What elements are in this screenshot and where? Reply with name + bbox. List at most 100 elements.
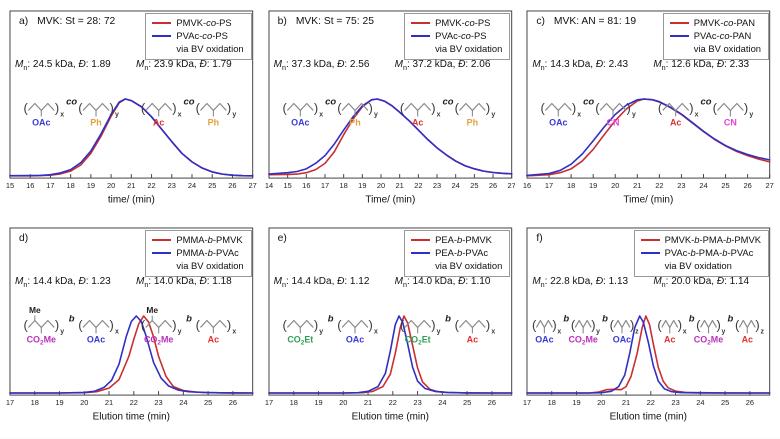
x-tick-label: 20 <box>339 398 347 407</box>
repeat-index: x <box>115 328 119 335</box>
substituent-label: OAc <box>32 117 50 127</box>
open-bracket: ( <box>658 317 663 332</box>
x-tick-label: 14 <box>265 181 273 190</box>
legend-line-blue <box>640 252 660 255</box>
x-tick-label: 24 <box>438 398 446 407</box>
close-bracket: ) <box>172 100 176 115</box>
mn-annotation-left: Mn: 14.4 kDa, Đ: 1.12 <box>273 275 370 289</box>
repeat-index: x <box>60 111 64 118</box>
x-tick-label: 19 <box>358 181 366 190</box>
open-bracket: ( <box>532 317 537 332</box>
open-bracket: ( <box>337 317 342 332</box>
x-tick-label: 19 <box>87 181 95 190</box>
close-bracket: ) <box>431 100 435 115</box>
x-tick-label: 18 <box>548 398 556 407</box>
x-tick-label: 27 <box>249 181 257 190</box>
repeat-index: x <box>578 111 582 118</box>
repeat-index: x <box>232 328 236 335</box>
close-bracket: ) <box>744 100 748 115</box>
repeat-index: x <box>374 328 378 335</box>
legend-label: PEA-b-PMVK <box>435 233 492 245</box>
open-bracket: ( <box>23 317 28 332</box>
substituent-label: Ac <box>412 117 423 127</box>
mn-annotation-left: Mn: 37.3 kDa, Đ: 2.56 <box>273 59 370 72</box>
x-tick-label: 22 <box>647 398 655 407</box>
substituent-label: CN <box>607 117 620 127</box>
close-bracket: ) <box>572 100 576 115</box>
repeat-index: y <box>750 111 754 118</box>
panel-b: 14 15 16 17 18 19 20 21 22 23 24 25 26 27 Time/ (min) (… <box>264 7 516 214</box>
legend-note: via BV oxidation <box>411 260 502 273</box>
open-bracket: ( <box>713 100 718 115</box>
panel-header: c) MVK: AN = 81: 19 <box>536 16 636 27</box>
close-bracket: ) <box>717 317 721 332</box>
x-tick-label: 25 <box>722 181 730 190</box>
legend-note: via BV oxidation <box>152 43 243 56</box>
close-bracket: ) <box>627 100 631 115</box>
block-link-label: b <box>603 313 609 324</box>
legend-entry: PVAc-b-PMA-b-PVAc <box>640 246 761 260</box>
x-tick-label: 17 <box>6 398 14 407</box>
substituent-label: CO2Et <box>287 334 313 346</box>
block-link-label: b <box>445 313 451 324</box>
legend: PMMA-b-PMVK PMMA-b-PVAc via BV oxidation <box>145 229 252 277</box>
close-bracket: ) <box>172 317 176 332</box>
substituent-label: CO2Et <box>404 334 430 346</box>
curve-pvac-co-pan-via-bv-oxidation- <box>526 98 771 177</box>
repeat-index: y <box>596 328 600 335</box>
substituent-label: CO2Me <box>144 334 173 346</box>
x-tick-label: 17 <box>545 181 553 190</box>
legend-line-red <box>411 22 431 25</box>
legend: PMVK-co-PS PVAc-co-PS via BV oxidation <box>404 13 511 60</box>
block-link-label: co <box>701 96 712 107</box>
x-tick-label: 22 <box>147 181 155 190</box>
legend: PMVK-co-PAN PVAc-co-PAN via BV oxidation <box>662 13 769 60</box>
curve-pvac-co-ps-via-bv-oxidation- <box>267 98 513 175</box>
close-bracket: ) <box>110 100 114 115</box>
curve-pvac-b-pma-b-pvac-via-bv-oxidation- <box>526 315 771 394</box>
x-tick-label: 27 <box>766 181 774 190</box>
panel-header: e) <box>278 233 296 244</box>
close-bracket: ) <box>486 317 490 332</box>
legend-note: via BV oxidation <box>152 260 243 273</box>
x-axis-title: Elution time (min) <box>610 411 687 422</box>
close-bracket: ) <box>227 100 231 115</box>
x-tick-label: 21 <box>622 398 630 407</box>
substituent-label: Ac <box>466 334 477 344</box>
legend-line-red <box>640 239 660 242</box>
x-tick-label: 23 <box>413 398 421 407</box>
panel-letter: c) <box>536 16 545 27</box>
x-tick-label: 17 <box>46 181 54 190</box>
panel-c: 16 17 18 19 20 21 22 23 24 25 26 27 Time/ (min)() x OA… <box>523 7 774 214</box>
block-link-label: co <box>442 96 453 107</box>
x-tick-label: 20 <box>107 181 115 190</box>
methyl-label: Me <box>29 305 41 315</box>
block-link-label: b <box>327 313 333 324</box>
open-bracket: ( <box>735 317 740 332</box>
open-bracket: ( <box>78 100 83 115</box>
substituent-label: OAc <box>536 334 554 344</box>
repeat-index: y <box>319 328 323 335</box>
legend-line-blue <box>152 252 172 255</box>
x-tick-label: 23 <box>672 398 680 407</box>
substituent-label: OAc <box>345 334 363 344</box>
x-tick-label: 27 <box>507 181 515 190</box>
repeat-index: x <box>558 328 562 335</box>
x-tick-label: 21 <box>633 181 641 190</box>
legend-label: PVAc-co-PAN <box>693 29 752 41</box>
x-tick-label: 19 <box>55 398 63 407</box>
legend-label: PVAc-b-PMA-b-PVAc <box>664 246 754 258</box>
legend: PMVK-b-PMA-b-PMVK PVAc-b-PMA-b-PVAc via … <box>633 229 769 277</box>
block-link-label: b <box>728 313 734 324</box>
mn-annotation-left: Mn: 14.4 kDa, Đ: 1.23 <box>15 275 111 289</box>
x-tick-label: 18 <box>31 398 39 407</box>
legend-entry: PEA-b-PMVK <box>411 234 502 247</box>
x-tick-label: 26 <box>487 398 495 407</box>
substituent-label: CO2Me <box>27 334 56 346</box>
legend-note-text: via BV oxidation <box>435 42 503 54</box>
repeat-index: y <box>374 111 378 118</box>
